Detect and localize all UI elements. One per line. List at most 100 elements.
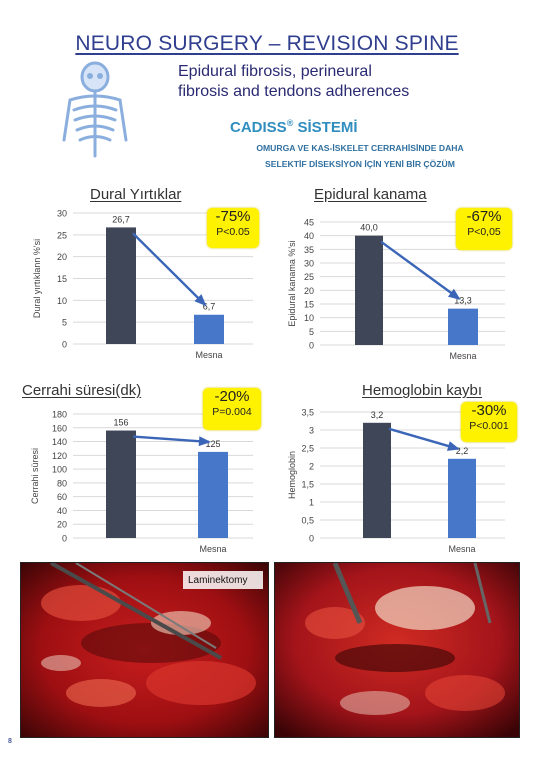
y-tick-label: 5 bbox=[309, 327, 314, 337]
bar-mesna bbox=[448, 308, 478, 345]
brand-registered-mark: ® bbox=[286, 118, 294, 128]
y-tick-label: 30 bbox=[304, 259, 314, 269]
skeleton-icon bbox=[62, 61, 128, 158]
bar-control bbox=[363, 422, 391, 538]
y-tick-label: 20 bbox=[57, 252, 67, 262]
chart-title-hemoglobin: Hemoglobin kaybı bbox=[362, 382, 483, 399]
brand-suffix: SİSTEMİ bbox=[293, 119, 358, 136]
y-tick-label: 25 bbox=[304, 272, 314, 282]
y-tick-label: 30 bbox=[57, 209, 67, 219]
y-tick-label: 0 bbox=[62, 340, 67, 350]
subtitle-line-1: Epidural fibrosis, perineural bbox=[178, 63, 372, 80]
y-tick-label: 140 bbox=[52, 437, 67, 447]
data-label: 125 bbox=[205, 439, 220, 449]
bar-mesna bbox=[448, 458, 476, 538]
y-axis-label: Epidural kanama %'si bbox=[287, 240, 297, 326]
badge-change: -67% bbox=[466, 208, 502, 225]
y-tick-label: 80 bbox=[57, 478, 67, 488]
subtitle: Epidural fibrosis, perineural fibrosis a… bbox=[178, 62, 478, 102]
badge-change: -30% bbox=[471, 402, 507, 419]
y-axis-label: Hemoglobin bbox=[287, 451, 297, 499]
y-tick-label: 60 bbox=[57, 492, 67, 502]
bar-mesna bbox=[194, 314, 224, 344]
bar-control bbox=[355, 235, 383, 345]
y-tick-label: 120 bbox=[52, 451, 67, 461]
badge-change: -20% bbox=[214, 388, 250, 405]
badge-pvalue: P<0.05 bbox=[216, 226, 250, 238]
y-tick-label: 180 bbox=[52, 410, 67, 420]
y-tick-label: 15 bbox=[304, 300, 314, 310]
trend-arrow-head bbox=[447, 288, 461, 300]
y-tick-label: 40 bbox=[57, 506, 67, 516]
chart-title-cerrahi: Cerrahi süresi(dk) bbox=[22, 382, 142, 399]
y-tick-label: 160 bbox=[52, 423, 67, 433]
page-number: 8 bbox=[8, 738, 12, 745]
y-tick-label: 20 bbox=[57, 520, 67, 530]
brand-tagline-1: OMURGA VE KAS-İSKELET CERRAHİSİNDE DAHA bbox=[256, 143, 464, 153]
y-tick-label: 100 bbox=[52, 465, 67, 475]
badge-pvalue: P<0.001 bbox=[469, 420, 509, 432]
photo-label: Laminektomy bbox=[188, 575, 248, 586]
y-tick-label: 0 bbox=[309, 534, 314, 544]
subtitle-line-2: fibrosis and tendons adherences bbox=[178, 83, 410, 100]
surgical-photo-right bbox=[274, 562, 520, 738]
y-tick-label: 2 bbox=[309, 462, 314, 472]
chart-title-dural: Dural Yırtıklar bbox=[90, 186, 182, 203]
x-category-label: Mesna bbox=[448, 544, 475, 552]
trend-arrow-line bbox=[132, 232, 206, 306]
y-tick-label: 3,5 bbox=[301, 408, 314, 418]
badge-dural: -75% P<0.05 bbox=[207, 208, 259, 248]
data-label: 13,3 bbox=[454, 296, 472, 306]
y-axis-label: Dural yırtıklann %'si bbox=[32, 239, 42, 318]
x-category-label: Mesna bbox=[199, 544, 226, 552]
y-tick-label: 2,5 bbox=[301, 444, 314, 454]
y-tick-label: 35 bbox=[304, 245, 314, 255]
data-label: 156 bbox=[113, 418, 128, 428]
y-tick-label: 25 bbox=[57, 230, 67, 240]
y-tick-label: 0 bbox=[309, 341, 314, 351]
trend-arrow-head bbox=[194, 294, 207, 307]
brand-tagline-2: SELEKTİF DİSEKSİYON İÇİN YENİ BİR ÇÖZÜM bbox=[265, 159, 455, 169]
y-tick-label: 10 bbox=[57, 296, 67, 306]
data-label: 40,0 bbox=[360, 223, 378, 233]
trend-arrow-head bbox=[198, 436, 211, 447]
chart-epidural: 0 5 10 15 20 25 30 35 40 45 40,0 13,3 Mesna Epidural … bbox=[287, 218, 505, 361]
data-label: 6,7 bbox=[203, 302, 216, 312]
y-tick-label: 5 bbox=[62, 318, 67, 328]
brand-name: CADISS bbox=[230, 119, 287, 136]
surgical-photo-left bbox=[20, 562, 269, 738]
chart-title-epidural: Epidural kanama bbox=[314, 186, 427, 203]
trend-arrow-line bbox=[388, 427, 459, 450]
y-tick-label: 15 bbox=[57, 274, 67, 284]
bar-control bbox=[106, 227, 136, 344]
data-label: 2,2 bbox=[456, 446, 469, 456]
y-tick-label: 0 bbox=[62, 534, 67, 544]
y-tick-label: 3 bbox=[309, 426, 314, 436]
bar-control bbox=[106, 430, 136, 538]
data-label: 3,2 bbox=[371, 410, 384, 420]
x-category-label: Mesna bbox=[449, 351, 476, 361]
badge-cerrahi: -20% P=0.004 bbox=[203, 388, 261, 430]
bar-mesna bbox=[198, 451, 228, 538]
brand-title: CADISS® SİSTEMİ bbox=[230, 118, 510, 136]
data-label: 26,7 bbox=[112, 214, 130, 224]
badge-pvalue: P<0,05 bbox=[467, 226, 501, 238]
trend-arrow-line bbox=[132, 435, 210, 444]
page-title: NEURO SURGERY – REVISION SPINE bbox=[75, 32, 459, 55]
y-tick-label: 1,5 bbox=[301, 480, 314, 490]
y-tick-label: 40 bbox=[304, 231, 314, 241]
y-tick-label: 0,5 bbox=[301, 516, 314, 526]
y-tick-label: 1 bbox=[309, 498, 314, 508]
badge-epidural: -67% P<0,05 bbox=[456, 208, 512, 250]
y-tick-label: 45 bbox=[304, 218, 314, 228]
x-category-label: Mesna bbox=[195, 350, 222, 360]
badge-pvalue: P=0.004 bbox=[212, 406, 252, 418]
badge-hemoglobin: -30% P<0.001 bbox=[461, 402, 517, 442]
chart-cerrahi: 0 20 40 60 80 100 120 140 160 180 156 125 Mesna Cerra… bbox=[30, 410, 253, 552]
y-tick-label: 20 bbox=[304, 286, 314, 296]
trend-arrow-head bbox=[447, 441, 460, 451]
trend-arrow-line bbox=[380, 240, 460, 300]
y-axis-label: Cerrahi süresi bbox=[30, 448, 40, 504]
chart-hemoglobin: 0 0,5 1 1,5 2 2,5 3 3,5 3,2 2,2 Mesna Hemoglobin bbox=[287, 408, 505, 552]
badge-change: -75% bbox=[215, 208, 251, 225]
